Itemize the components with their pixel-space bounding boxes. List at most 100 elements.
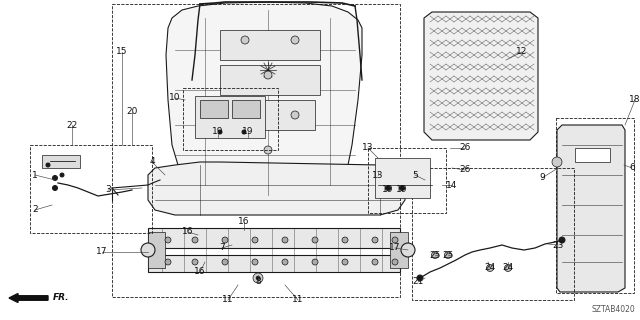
Circle shape	[264, 71, 272, 79]
Text: 11: 11	[222, 295, 234, 305]
Circle shape	[392, 259, 398, 265]
Bar	[30, 145, 152, 233]
Polygon shape	[575, 148, 610, 162]
Polygon shape	[220, 30, 320, 60]
Text: 22: 22	[67, 121, 77, 130]
Circle shape	[141, 243, 155, 257]
Circle shape	[222, 237, 228, 243]
Text: 13: 13	[362, 143, 374, 153]
Text: 6: 6	[629, 164, 635, 172]
Circle shape	[291, 36, 299, 44]
Text: 8: 8	[255, 277, 261, 286]
Text: 3: 3	[105, 186, 111, 195]
Circle shape	[385, 186, 390, 190]
Bar	[412, 168, 574, 300]
Circle shape	[253, 273, 263, 283]
Circle shape	[342, 259, 348, 265]
Circle shape	[218, 130, 222, 134]
Text: 17: 17	[96, 247, 108, 257]
Circle shape	[252, 237, 258, 243]
Circle shape	[282, 259, 288, 265]
Polygon shape	[148, 232, 165, 268]
Circle shape	[264, 146, 272, 154]
Text: 19: 19	[382, 186, 394, 195]
Circle shape	[46, 163, 50, 167]
Polygon shape	[42, 155, 80, 168]
Text: FR.: FR.	[53, 292, 70, 301]
Circle shape	[312, 259, 318, 265]
Text: 14: 14	[446, 180, 458, 189]
Circle shape	[165, 259, 171, 265]
Text: 9: 9	[539, 173, 545, 182]
Circle shape	[52, 186, 58, 190]
Circle shape	[291, 111, 299, 119]
Text: 13: 13	[372, 171, 384, 180]
Polygon shape	[148, 255, 400, 272]
Polygon shape	[424, 12, 538, 140]
Circle shape	[52, 175, 58, 180]
Circle shape	[431, 252, 438, 259]
Text: 25: 25	[429, 251, 441, 260]
Text: 2: 2	[32, 205, 38, 214]
Circle shape	[445, 252, 451, 259]
Polygon shape	[195, 96, 265, 138]
Circle shape	[282, 237, 288, 243]
Circle shape	[559, 237, 565, 243]
Circle shape	[241, 111, 249, 119]
Text: 18: 18	[629, 95, 640, 105]
Bar	[112, 4, 400, 297]
Circle shape	[417, 275, 423, 281]
Circle shape	[372, 237, 378, 243]
Circle shape	[401, 243, 415, 257]
Circle shape	[372, 259, 378, 265]
Polygon shape	[166, 2, 362, 198]
Text: 20: 20	[126, 108, 138, 116]
Circle shape	[165, 237, 171, 243]
Text: 19: 19	[243, 127, 253, 137]
Text: 10: 10	[169, 93, 180, 102]
Text: 24: 24	[484, 263, 495, 273]
Circle shape	[399, 186, 404, 190]
Text: 26: 26	[460, 165, 470, 174]
Circle shape	[486, 265, 493, 271]
Text: 4: 4	[149, 157, 155, 166]
Circle shape	[192, 237, 198, 243]
Circle shape	[342, 237, 348, 243]
Polygon shape	[200, 100, 228, 118]
Polygon shape	[148, 162, 405, 215]
Circle shape	[552, 157, 562, 167]
Polygon shape	[390, 232, 408, 268]
Text: 16: 16	[238, 218, 250, 227]
Text: 15: 15	[116, 47, 128, 57]
Text: 16: 16	[195, 268, 205, 276]
Circle shape	[252, 259, 258, 265]
Circle shape	[504, 265, 511, 271]
Text: 11: 11	[292, 295, 304, 305]
Circle shape	[256, 276, 260, 280]
Text: SZTAB4020: SZTAB4020	[591, 305, 635, 314]
Bar	[368, 148, 446, 213]
FancyArrow shape	[9, 293, 48, 302]
Circle shape	[312, 237, 318, 243]
Circle shape	[241, 36, 249, 44]
Circle shape	[60, 173, 64, 177]
Polygon shape	[148, 228, 400, 248]
Text: 21: 21	[412, 277, 424, 286]
Text: 5: 5	[412, 171, 418, 180]
Text: 12: 12	[516, 47, 528, 57]
Text: 25: 25	[442, 251, 454, 260]
Polygon shape	[225, 100, 315, 130]
Polygon shape	[557, 125, 625, 292]
Bar	[556, 118, 634, 293]
Text: 24: 24	[502, 263, 514, 273]
Polygon shape	[375, 158, 430, 198]
Bar	[183, 88, 278, 150]
Text: 17: 17	[389, 244, 401, 252]
Text: 23: 23	[552, 241, 564, 250]
Polygon shape	[220, 65, 320, 95]
Text: 7: 7	[219, 244, 225, 252]
Text: 1: 1	[32, 171, 38, 180]
Text: 16: 16	[182, 228, 194, 236]
Polygon shape	[232, 100, 260, 118]
Text: 26: 26	[460, 143, 470, 153]
